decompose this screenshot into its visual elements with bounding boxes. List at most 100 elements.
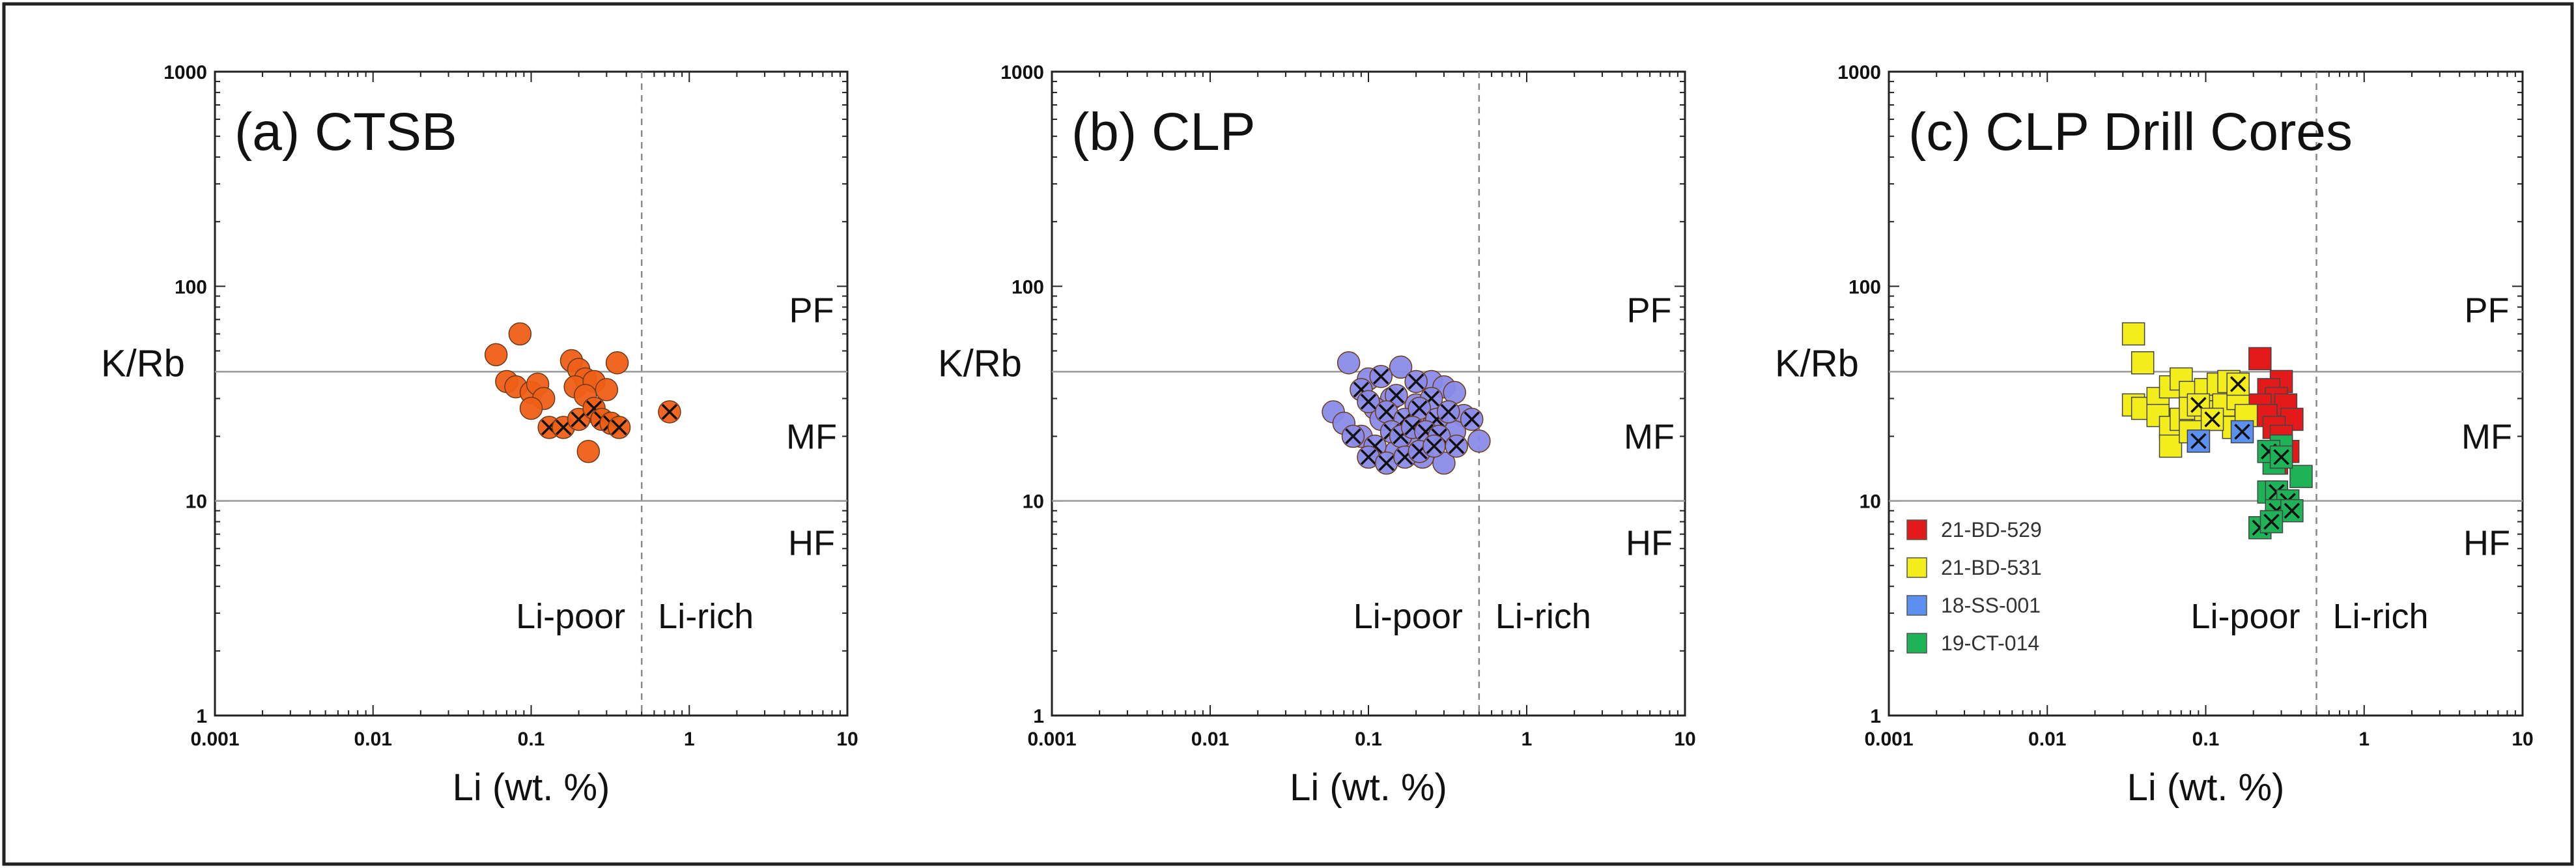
y-tick-label: 1 [1033,706,1044,727]
data-point-cross [661,403,678,420]
region-label-li-poor: Li-poor [2190,597,2300,636]
data-point-cross [1440,403,1456,420]
region-label-li-poor: Li-poor [1353,597,1463,636]
region-label-hf: HF [1626,524,1673,563]
y-tick-label: 10 [1860,491,1881,513]
y-tick-label: 1000 [1000,62,1044,83]
panel-c: 0.001 0.01 0.1 1 10 1 10 100 1000 K/Rb Li (wt. %) (… [1775,62,2534,809]
data-point [1467,429,1491,453]
y-tick-label: 1 [1870,706,1881,727]
region-label-pf: PF [2464,291,2509,330]
x-tick-label: 0.01 [1191,729,1229,750]
region-label-li-rich: Li-rich [2333,597,2429,636]
x-tick-label: 10 [836,729,858,750]
data-point-cross [2229,376,2246,392]
series-2 [2187,372,2250,431]
series-1 [1341,364,1484,475]
data-point-cross [1360,394,1377,410]
data-point-cross [1378,403,1394,420]
data-point-cross [1448,438,1465,454]
legend-label: 21-BD-529 [1941,518,2042,542]
panel-b: 0.001 0.01 0.1 1 10 1 10 100 1000 K/Rb Li (wt. %) (… [938,62,1696,809]
data-point-cross [2204,411,2220,427]
data-point-cross [1408,373,1424,390]
panel-title: (a) CTSB [234,102,457,162]
region-label-hf: HF [2463,524,2510,563]
y-tick-label: 1000 [1837,62,1881,83]
data-point-cross [1464,411,1480,427]
data-point-cross [2234,424,2250,440]
region-label-hf: HF [788,524,835,563]
x-tick-label: 0.001 [190,729,239,750]
data-point [484,343,508,367]
data-point-cross [1360,449,1377,465]
x-tick-label: 0.1 [518,729,545,750]
y-axis-label: K/Rb [1775,343,1859,385]
x-tick-label: 0.1 [2192,729,2220,750]
data-point [519,396,543,420]
y-tick-label: 10 [1023,491,1044,513]
region-label-pf: PF [789,291,834,330]
x-tick-label: 0.01 [2028,729,2066,750]
data-point-cross [1411,400,1428,416]
x-axis-label: Li (wt. %) [2127,766,2285,809]
series-5 [2248,440,2304,540]
series-0 [484,322,629,463]
x-tick-label: 1 [2358,729,2370,750]
data-point [595,378,619,401]
data-point [2146,403,2170,427]
x-tick-label: 10 [2512,729,2533,750]
series-1 [537,396,681,439]
x-tick-label: 0.01 [354,729,392,750]
x-tick-label: 10 [1674,729,1695,750]
y-axis-label: K/Rb [101,343,185,385]
y-axis-label: K/Rb [938,343,1022,385]
region-label-pf: PF [1626,291,1671,330]
region-label-mf: MF [786,418,837,457]
data-point-cross [611,419,627,436]
data-point-cross [1388,387,1405,404]
data-point-cross [1373,368,1389,384]
region-label-li-rich: Li-rich [658,597,754,636]
data-point [2130,351,2155,375]
region-label-li-rich: Li-rich [1495,597,1591,636]
x-tick-label: 1 [684,729,695,750]
x-tick-label: 0.001 [1027,729,1076,750]
panel-title: (b) CLP [1071,102,1256,162]
data-point [2259,510,2284,534]
data-point [1443,381,1466,405]
y-tick-label: 1 [196,706,207,727]
y-tick-label: 100 [175,276,207,298]
data-point [2187,429,2211,453]
data-point [2248,347,2272,371]
legend-swatch [1906,557,1927,578]
axis-ticks [1051,72,1685,716]
series-3 [2187,420,2254,453]
x-tick-label: 1 [1522,729,1533,750]
x-axis-label: Li (wt. %) [1290,766,1447,809]
data-point [2158,434,2183,458]
region-label-mf: MF [1624,418,1675,457]
y-tick-label: 100 [1848,276,1881,298]
data-point [508,322,532,346]
region-label-mf: MF [2461,418,2512,457]
data-point [605,351,629,375]
legend-swatch [1906,633,1927,654]
x-tick-label: 0.1 [1355,729,1382,750]
y-tick-label: 10 [186,491,207,513]
data-point [1337,351,1361,375]
data-point-cross [2263,514,2280,530]
legend: 21-BD-529 21-BD-531 18-SS-001 19-CT-014 [1906,518,2042,655]
data-point-cross [2273,449,2289,465]
data-point-cross [571,411,587,427]
data-point-cross [2190,433,2207,450]
legend-label: 21-BD-531 [1941,556,2042,579]
legend-label: 18-SS-001 [1941,594,2041,617]
legend-label: 19-CT-014 [1941,631,2039,655]
x-tick-label: 0.001 [1864,729,1913,750]
y-tick-label: 1000 [163,62,207,83]
data-point-cross [1378,455,1394,471]
data-point-cross [1345,428,1361,444]
